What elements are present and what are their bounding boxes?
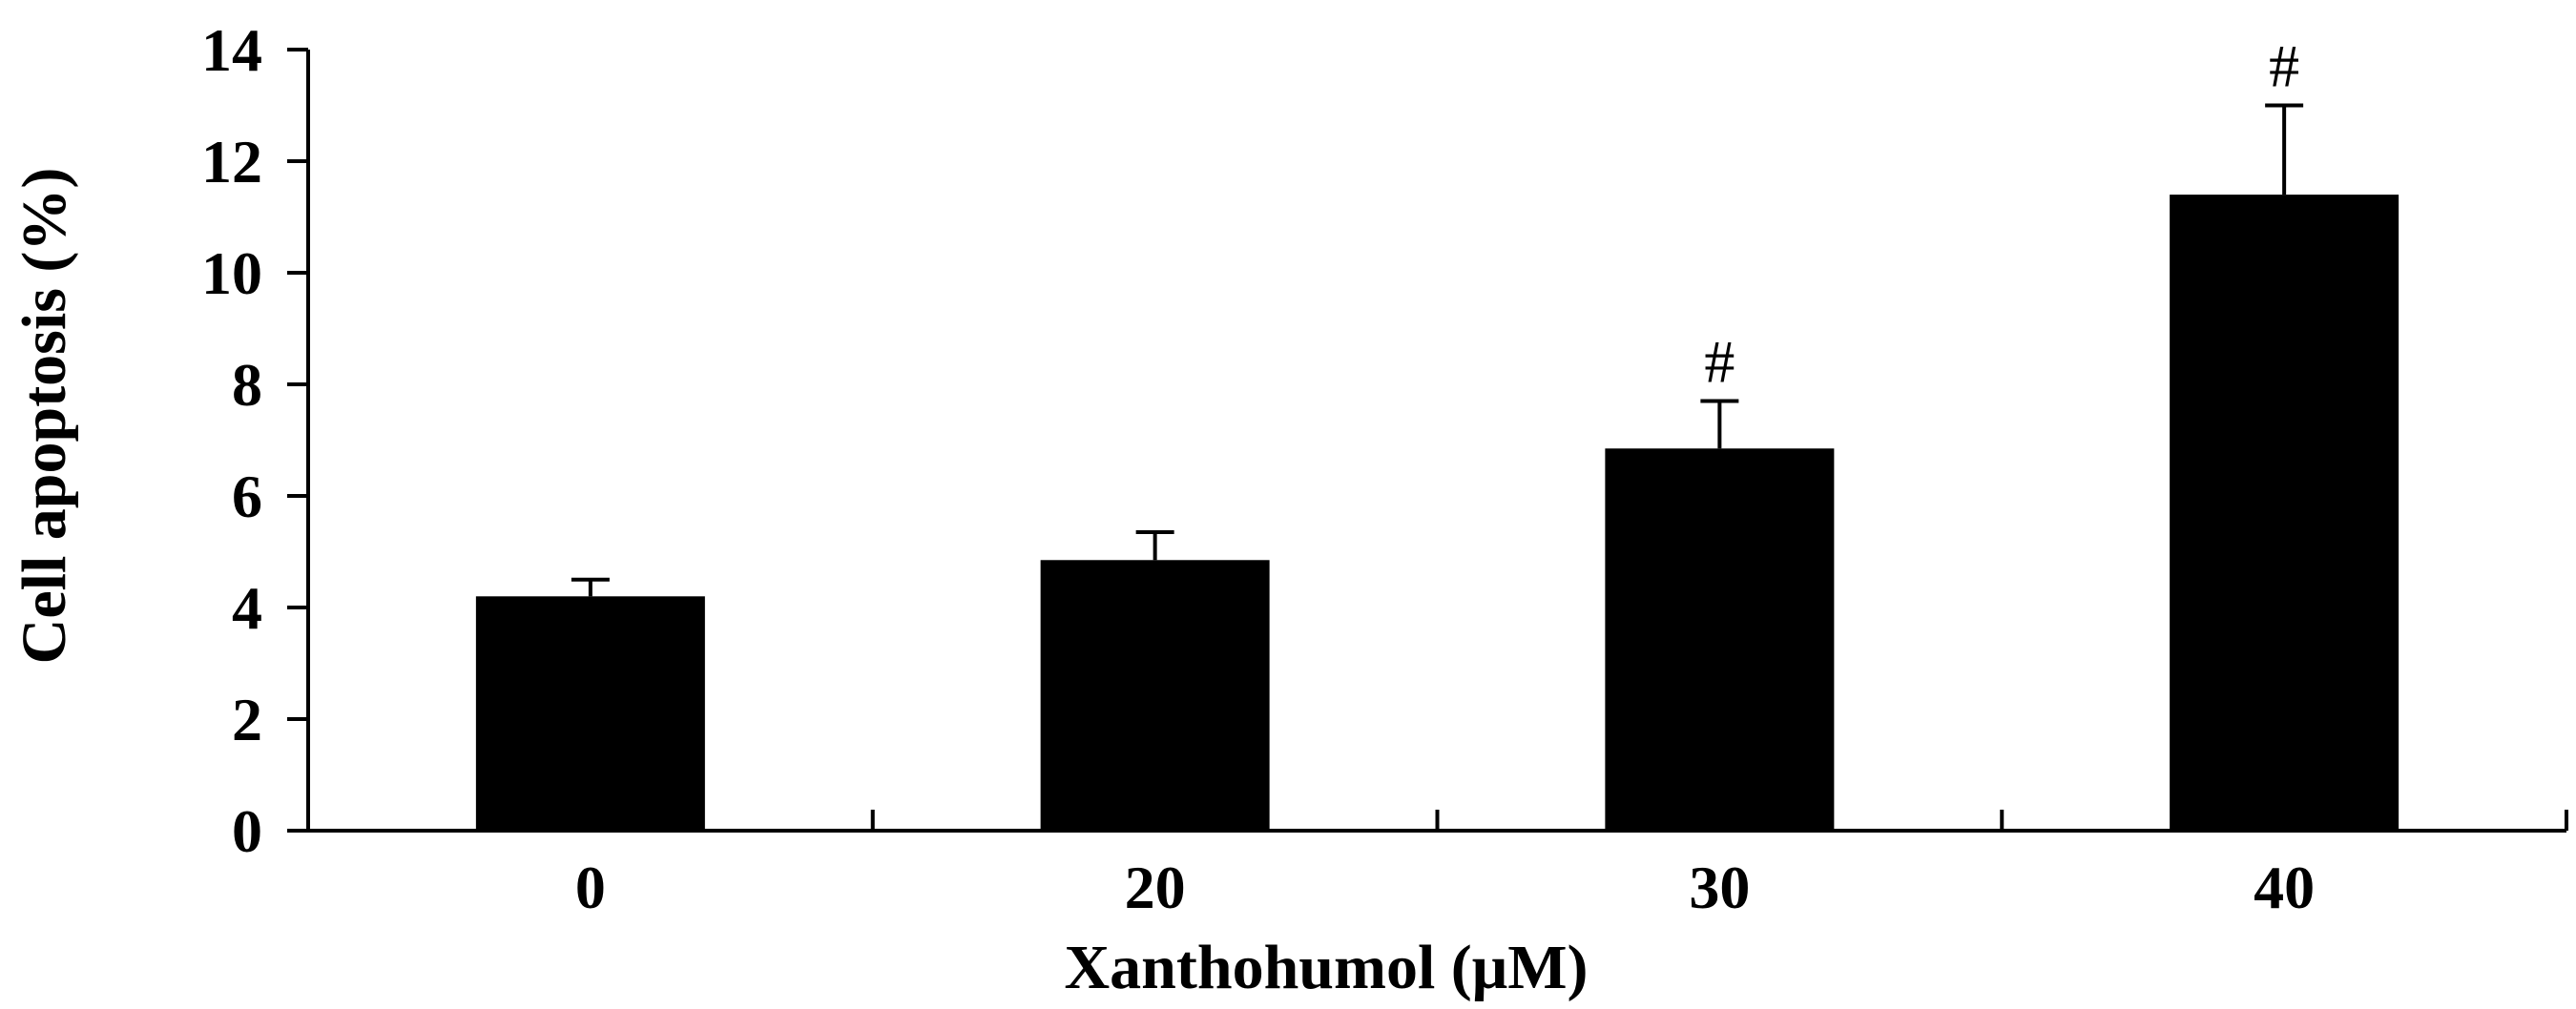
x-tick-label-20: 20 (1125, 854, 1186, 921)
error-bars (571, 103, 2304, 597)
axes (287, 48, 2568, 833)
bar-20 (1040, 560, 1270, 831)
y-tick-label-6: 6 (232, 463, 262, 530)
x-tick-label-30: 30 (1689, 854, 1750, 921)
x-axis-title: Xanthohumol (μM) (1065, 933, 1589, 1002)
x-tick-label-0: 0 (575, 854, 606, 921)
significance-mark-30: # (1704, 328, 1735, 396)
y-tick-label-12: 12 (201, 128, 262, 196)
bar-40 (2170, 195, 2399, 832)
bar-30 (1605, 448, 1835, 831)
y-tick-label-2: 2 (232, 686, 262, 753)
y-tick-label-4: 4 (232, 574, 262, 642)
y-tick-label-10: 10 (201, 239, 262, 307)
labels: 0 20 #30 #40 0 2 4 6 8 10 12 14 (201, 16, 2315, 921)
significance-mark-40: # (2269, 32, 2299, 100)
y-axis-title: Cell apoptosis (%) (10, 168, 79, 665)
y-tick-label-8: 8 (232, 351, 262, 419)
x-tick-label-40: 40 (2254, 854, 2315, 921)
y-tick-label-0: 0 (232, 797, 262, 865)
y-tick-label-14: 14 (201, 16, 262, 84)
bar-0 (475, 596, 705, 831)
bars (475, 195, 2399, 832)
